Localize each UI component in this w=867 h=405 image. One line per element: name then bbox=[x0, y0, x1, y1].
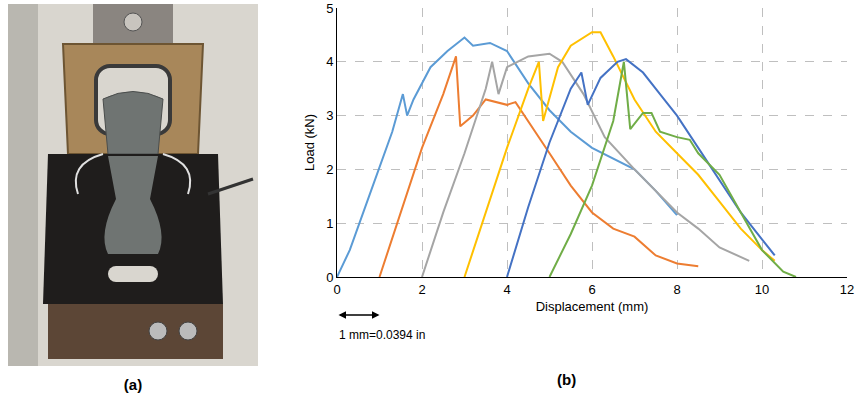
svg-text:12: 12 bbox=[840, 282, 854, 297]
svg-text:0: 0 bbox=[333, 282, 340, 297]
svg-text:(b): (b) bbox=[557, 371, 576, 388]
svg-text:0: 0 bbox=[326, 270, 333, 285]
svg-text:2: 2 bbox=[326, 162, 333, 177]
svg-text:5: 5 bbox=[326, 1, 333, 16]
svg-text:6: 6 bbox=[588, 282, 595, 297]
svg-text:4: 4 bbox=[326, 54, 333, 69]
svg-text:(a): (a) bbox=[124, 376, 142, 393]
svg-text:Displacement (mm): Displacement (mm) bbox=[536, 299, 649, 314]
svg-text:2: 2 bbox=[418, 282, 425, 297]
svg-text:Load (kN): Load (kN) bbox=[302, 114, 317, 171]
svg-text:8: 8 bbox=[673, 282, 680, 297]
svg-text:4: 4 bbox=[503, 282, 510, 297]
svg-text:10: 10 bbox=[755, 282, 769, 297]
svg-text:1 mm=0.0394 in: 1 mm=0.0394 in bbox=[339, 328, 425, 342]
svg-text:1: 1 bbox=[326, 216, 333, 231]
svg-text:3: 3 bbox=[326, 108, 333, 123]
